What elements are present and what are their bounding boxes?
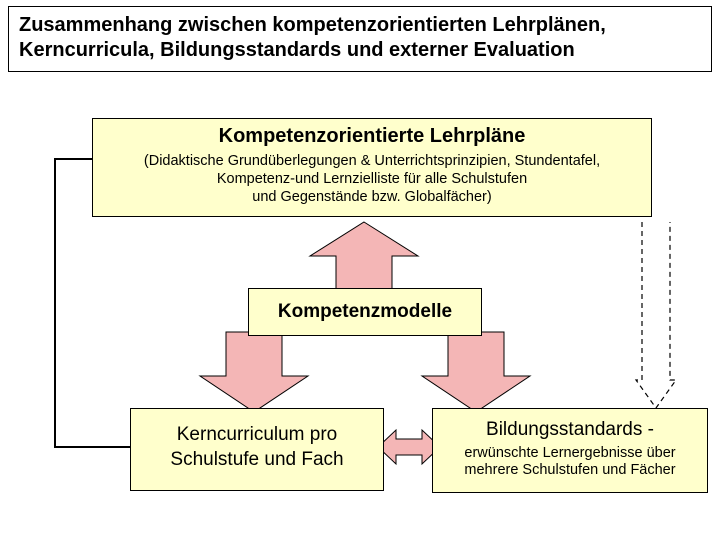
left-bracket-top (72, 158, 92, 160)
bildungsstandards-heading: Bildungsstandards - (443, 419, 697, 441)
arrow-up-icon (310, 222, 418, 292)
lehrplaene-heading: Kompetenzorientierte Lehrpläne (101, 125, 643, 148)
kerncurriculum-box: Kerncurriculum pro Schulstufe und Fach (130, 408, 384, 491)
lehrplaene-sub1: (Didaktische Grundüberlegungen & Unterri… (101, 152, 643, 170)
bildungsstandards-box: Bildungsstandards - erwünschte Lernergeb… (432, 408, 708, 493)
bildungsstandards-sub1: erwünschte Lernergebnisse über (443, 445, 697, 462)
kerncurriculum-line2: Schulstufe und Fach (139, 448, 375, 473)
lehrplaene-box: Kompetenzorientierte Lehrpläne (Didaktis… (92, 118, 652, 217)
dashed-down-arrow-icon (636, 222, 676, 410)
lehrplaene-sub3: und Gegenstände bzw. Globalfächer) (101, 188, 643, 206)
bildungsstandards-sub2: mehrere Schulstufen und Fächer (443, 462, 697, 479)
arrow-down-right-icon (422, 332, 530, 412)
page-title: Zusammenhang zwischen kompetenzorientier… (19, 13, 701, 63)
kerncurriculum-line1: Kerncurriculum pro (139, 423, 375, 448)
kompetenzmodelle-box: Kompetenzmodelle (248, 288, 482, 336)
left-bracket (54, 158, 72, 448)
kompetenzmodelle-heading: Kompetenzmodelle (257, 301, 473, 323)
arrow-down-left-icon (200, 332, 308, 412)
lehrplaene-sub2: Kompetenz-und Lernzielliste für alle Sch… (101, 170, 643, 188)
title-box: Zusammenhang zwischen kompetenzorientier… (8, 6, 712, 72)
double-arrow-icon (378, 430, 440, 464)
left-bracket-bottom (72, 446, 130, 448)
